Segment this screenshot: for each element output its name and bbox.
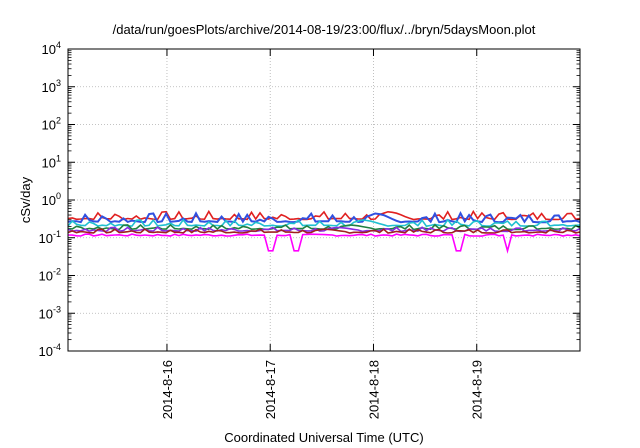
grid — [68, 49, 580, 351]
y-tick-label: 103 — [42, 78, 61, 95]
series-line — [67, 233, 581, 254]
series-line — [67, 210, 581, 224]
x-axis-label: Coordinated Universal Time (UTC) — [224, 430, 423, 445]
series-line — [67, 226, 581, 233]
x-axis: 2014-8-16 2014-8-17 2014-8-18 2014-8-19 — [160, 49, 485, 419]
chart-title: /data/run/goesPlots/archive/2014-08-19/2… — [113, 22, 536, 37]
y-tick-label: 10-1 — [39, 229, 61, 246]
y-tick-label: 102 — [42, 116, 61, 133]
y-tick-label: 104 — [42, 40, 61, 57]
x-tick-label: 2014-8-16 — [160, 360, 175, 419]
x-tick-label: 2014-8-18 — [366, 360, 381, 419]
y-axis-label: cSv/day — [18, 176, 33, 223]
series-line — [67, 209, 581, 221]
y-axis: 10-4 10-3 10-2 10-1 100 101 102 103 104 — [39, 40, 580, 359]
y-tick-label: 100 — [42, 191, 61, 208]
y-tick-label: 101 — [42, 153, 61, 170]
x-tick-label: 2014-8-17 — [263, 360, 278, 419]
y-tick-label: 10-3 — [39, 304, 61, 321]
y-tick-label: 10-4 — [39, 342, 61, 359]
series-group — [67, 209, 581, 254]
series-line — [67, 228, 581, 234]
y-tick-label: 10-2 — [39, 267, 61, 284]
series-line — [67, 218, 581, 228]
x-tick-label: 2014-8-19 — [470, 360, 485, 419]
